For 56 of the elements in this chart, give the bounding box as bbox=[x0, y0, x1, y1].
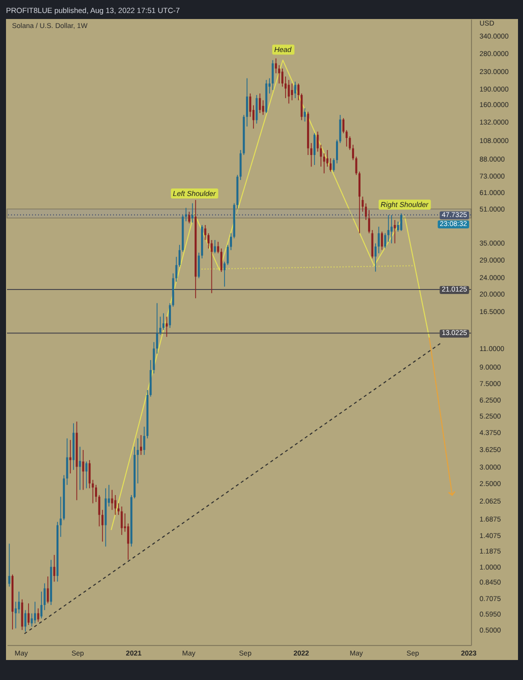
candlestick bbox=[374, 242, 377, 272]
candlestick bbox=[159, 316, 162, 336]
candlestick bbox=[294, 81, 296, 99]
candlestick bbox=[92, 479, 94, 504]
candlestick bbox=[114, 494, 116, 516]
candlestick bbox=[400, 212, 402, 232]
candlestick bbox=[220, 248, 222, 272]
candlestick bbox=[53, 554, 56, 582]
candlestick bbox=[394, 220, 396, 244]
candlestick bbox=[162, 312, 164, 330]
candlestick bbox=[46, 576, 49, 604]
candlestick bbox=[387, 214, 390, 242]
candlestick bbox=[24, 610, 26, 632]
candlestick bbox=[217, 241, 220, 254]
candlestick bbox=[69, 440, 72, 474]
candlestick bbox=[111, 489, 114, 510]
candlestick bbox=[34, 601, 36, 624]
candlestick bbox=[249, 93, 252, 118]
candlestick bbox=[101, 509, 104, 542]
candlestick bbox=[288, 80, 290, 104]
candlestick bbox=[316, 131, 319, 152]
candlestick bbox=[166, 316, 168, 338]
candlestick bbox=[136, 438, 139, 484]
candlestick bbox=[384, 232, 386, 249]
candlestick bbox=[140, 434, 142, 456]
candlestick bbox=[272, 60, 274, 90]
candlestick bbox=[188, 211, 190, 224]
candlestick bbox=[256, 94, 258, 124]
candlestick bbox=[37, 608, 40, 622]
candlestick bbox=[14, 601, 17, 629]
candlestick bbox=[85, 461, 88, 489]
candlestick bbox=[274, 58, 277, 74]
candlestick bbox=[207, 232, 210, 249]
candlestick bbox=[258, 93, 261, 114]
candlestick bbox=[378, 226, 380, 254]
candlestick bbox=[28, 602, 30, 626]
candlestick bbox=[330, 158, 332, 172]
candlestick bbox=[326, 150, 328, 168]
candlestick bbox=[291, 83, 294, 101]
candlestick bbox=[18, 591, 20, 614]
candlestick bbox=[88, 460, 91, 489]
candlestick bbox=[82, 450, 84, 490]
candlestick bbox=[143, 426, 146, 456]
candlestick bbox=[214, 240, 216, 254]
candlestick bbox=[310, 142, 312, 168]
candlestick bbox=[371, 230, 374, 259]
candlestick bbox=[390, 214, 393, 244]
candlestick bbox=[78, 446, 81, 490]
candlestick bbox=[304, 108, 306, 122]
candlestick bbox=[224, 261, 226, 288]
candlestick bbox=[191, 202, 194, 224]
line-series bbox=[110, 60, 430, 530]
candlestick bbox=[120, 506, 123, 536]
candlestick bbox=[314, 132, 316, 166]
candlestick bbox=[8, 543, 10, 588]
candlestick bbox=[380, 231, 383, 250]
